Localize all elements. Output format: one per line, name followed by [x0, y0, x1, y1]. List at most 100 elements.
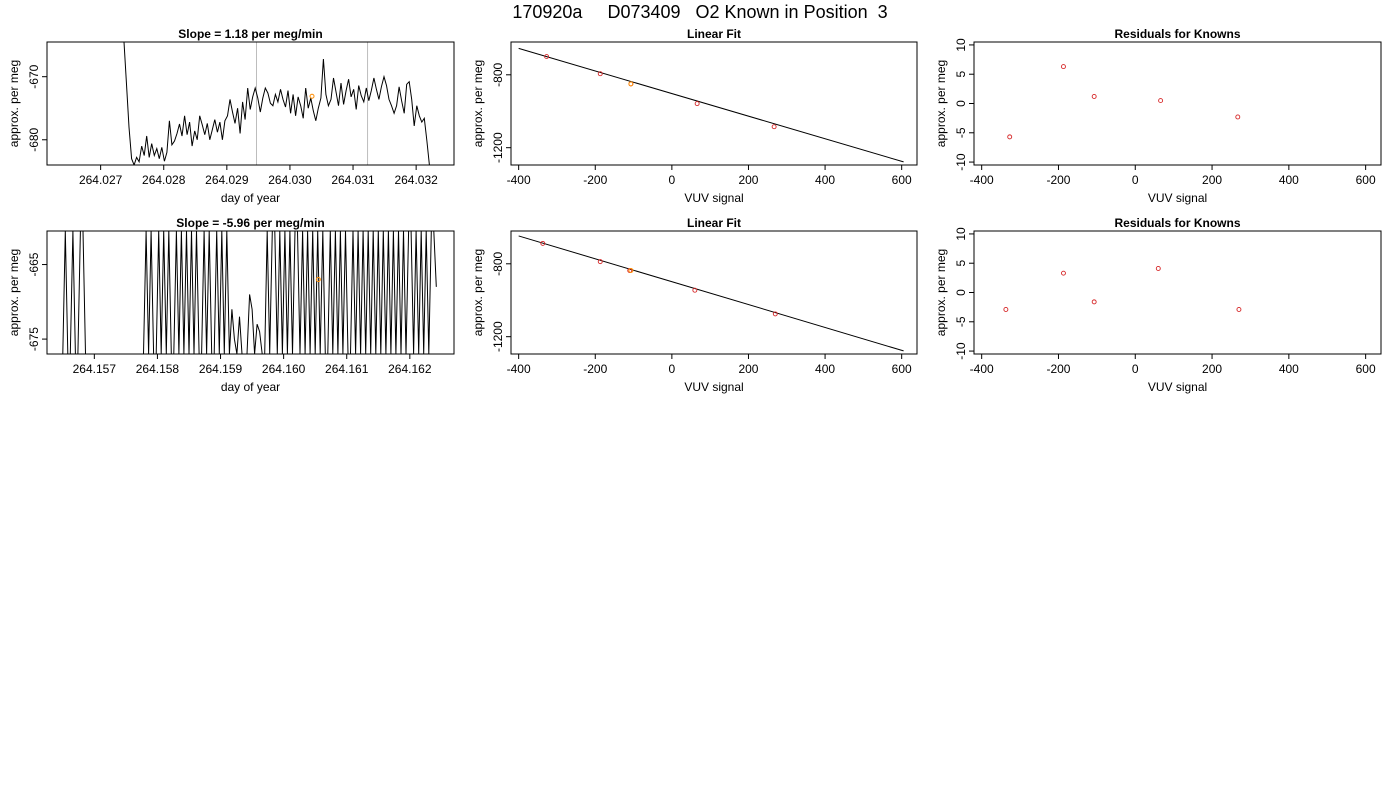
plot-frame	[510, 230, 918, 355]
x-tick-label: 400	[1279, 173, 1299, 187]
panel-title: Linear Fit	[687, 27, 741, 41]
y-axis-label: approx. per meg	[471, 249, 485, 336]
x-tick-label: 200	[738, 362, 758, 376]
data-point	[1061, 64, 1066, 70]
y-axis-label: approx. per meg	[934, 249, 948, 336]
x-tick-label: 264.162	[388, 362, 432, 376]
data-point	[1003, 307, 1009, 312]
plot-frame	[46, 41, 455, 166]
plot-frame	[973, 230, 1382, 355]
x-tick-label: -200	[1046, 362, 1070, 376]
x-tick-label: 600	[1356, 362, 1376, 376]
y-tick-label: -680	[27, 127, 41, 151]
data-point	[1061, 270, 1066, 276]
x-tick-label: 264.159	[199, 362, 243, 376]
y-tick-label: 5	[954, 260, 968, 267]
y-tick-label: 0	[954, 289, 968, 296]
panel-ts2: 264.157 264.158 264.159 264.160 264.161 264.1…	[7, 216, 455, 394]
panel-title: Slope = -5.96 per meg/min	[176, 216, 324, 230]
x-tick-label: -400	[507, 173, 531, 187]
x-axis-label: VUV signal	[1148, 380, 1207, 394]
x-axis-label: day of year	[221, 191, 280, 205]
x-tick-label: 264.160	[262, 362, 306, 376]
panel-title: Residuals for Knowns	[1114, 27, 1240, 41]
x-axis-label: day of year	[221, 380, 280, 394]
fit-line	[518, 235, 904, 352]
panel-title: Residuals for Knowns	[1114, 216, 1240, 230]
x-tick-label: 600	[1356, 173, 1376, 187]
plot-frame	[510, 41, 918, 166]
x-tick-label: 0	[1132, 362, 1139, 376]
x-tick-label: 200	[1202, 362, 1222, 376]
data-point	[1158, 98, 1164, 104]
data-point	[772, 311, 778, 317]
series-line	[123, 42, 430, 165]
x-tick-label: 200	[738, 173, 758, 187]
x-tick-label: -400	[507, 362, 531, 376]
y-axis-label: approx. per meg	[471, 60, 485, 147]
x-tick-label: 400	[815, 362, 835, 376]
x-tick-label: 600	[892, 362, 912, 376]
plot-frame	[46, 230, 455, 355]
y-tick-label: -675	[27, 327, 41, 351]
x-tick-label: -200	[583, 362, 607, 376]
y-axis-label: approx. per meg	[7, 60, 21, 147]
x-tick-label: 0	[1132, 173, 1139, 187]
panel-title: Linear Fit	[687, 216, 741, 230]
x-tick-label: -200	[583, 173, 607, 187]
y-tick-label: -5	[954, 127, 968, 138]
panel-fit2: -400 -200 0 200 400 600 -800 -1200 Linear Fit VUV…	[471, 216, 918, 394]
y-tick-label: 10	[954, 227, 968, 241]
x-tick-label: -400	[970, 173, 994, 187]
highlight-point	[315, 276, 321, 282]
y-axis-label: approx. per meg	[934, 60, 948, 147]
x-tick-label: 264.027	[79, 173, 123, 187]
x-tick-label: 264.157	[73, 362, 117, 376]
data-point	[771, 124, 777, 130]
x-tick-label: 0	[669, 173, 676, 187]
x-tick-label: 264.030	[268, 173, 312, 187]
x-tick-label: 0	[669, 362, 676, 376]
x-tick-label: 264.032	[394, 173, 438, 187]
panel-res1: -400 -200 0 200 400 600 10 5 0 -5 -10 Residuals for…	[934, 27, 1382, 205]
x-tick-label: 264.161	[325, 362, 369, 376]
y-tick-label: 10	[954, 38, 968, 52]
x-axis-label: VUV signal	[684, 191, 743, 205]
highlight-point	[628, 81, 634, 87]
data-point	[597, 259, 603, 265]
data-point	[692, 287, 698, 293]
x-tick-label: -400	[970, 362, 994, 376]
plot-frame	[973, 41, 1382, 166]
x-tick-label: 200	[1202, 173, 1222, 187]
y-tick-label: 5	[954, 71, 968, 78]
data-point	[597, 71, 603, 77]
data-point	[540, 240, 546, 246]
x-tick-label: 264.031	[331, 173, 375, 187]
data-point	[1091, 94, 1097, 99]
y-axis-label: approx. per meg	[7, 249, 21, 336]
x-axis-label: VUV signal	[684, 380, 743, 394]
highlight-point	[628, 268, 634, 274]
data-point	[1155, 266, 1161, 271]
y-tick-label: -800	[491, 251, 505, 275]
x-tick-label: 264.029	[205, 173, 249, 187]
panel-fit1: -400 -200 0 200 400 600 -800 -1200 Linear Fit VUV…	[471, 27, 918, 205]
x-tick-label: 600	[892, 173, 912, 187]
y-tick-label: -800	[491, 62, 505, 86]
y-tick-label: -670	[27, 64, 41, 88]
figure-title: 170920a D073409 O2 Known in Position 3	[512, 2, 888, 22]
highlight-point	[309, 93, 315, 99]
x-tick-label: 400	[1279, 362, 1299, 376]
y-tick-label: 0	[954, 100, 968, 107]
x-axis-label: VUV signal	[1148, 191, 1207, 205]
y-tick-label: -665	[27, 252, 41, 276]
series-line	[62, 231, 437, 354]
fit-line	[518, 47, 904, 163]
y-tick-label: -10	[954, 153, 968, 171]
y-tick-label: -5	[954, 316, 968, 327]
x-tick-label: 264.028	[142, 173, 186, 187]
panel-ts1: 264.027 264.028 264.029 264.030 264.031 264.0…	[7, 27, 455, 205]
x-tick-label: -200	[1046, 173, 1070, 187]
y-tick-label: -1200	[491, 132, 505, 163]
